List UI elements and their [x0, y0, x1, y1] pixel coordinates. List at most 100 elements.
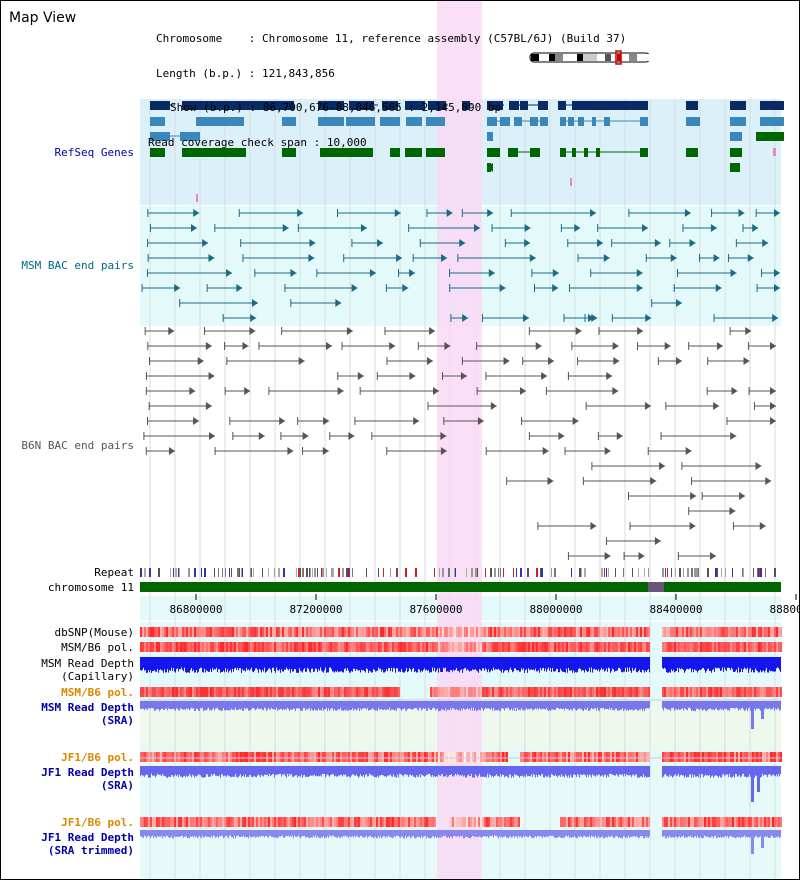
read-depth-bar: [705, 701, 706, 711]
read-depth-bar: [193, 766, 194, 776]
read-depth-bar: [467, 830, 468, 838]
polymorphism-cell: [214, 627, 216, 637]
polymorphism-cell: [690, 817, 692, 827]
bac-end-arrow: [335, 299, 342, 307]
read-depth-bar: [405, 701, 406, 711]
read-depth-bar: [236, 701, 237, 710]
read-depth-bar: [181, 701, 182, 709]
polymorphism-cell: [216, 627, 218, 637]
polymorphism-cell: [188, 642, 190, 652]
read-depth-bar: [330, 830, 331, 836]
read-depth-bar: [599, 657, 600, 672]
polymorphism-cell: [696, 817, 698, 827]
read-depth-bar: [445, 830, 446, 836]
read-depth-bar: [430, 657, 431, 673]
read-depth-bar: [637, 701, 638, 711]
read-depth-bar: [189, 657, 190, 673]
read-depth-bar: [690, 766, 691, 775]
b6n-bac-pair: [627, 492, 697, 500]
read-depth-bar: [380, 830, 381, 836]
repeat-element: [581, 568, 582, 577]
polymorphism-cell: [634, 752, 636, 762]
read-depth-bar: [678, 657, 679, 673]
polymorphism-cell: [438, 752, 440, 762]
read-depth-bar: [696, 830, 697, 838]
b6n-bac-pair: [732, 522, 766, 530]
read-depth-bar: [728, 830, 729, 839]
read-depth-bar: [632, 657, 633, 668]
polymorphism-cell: [212, 627, 214, 637]
read-depth-bar: [505, 701, 506, 709]
read-depth-bar: [477, 657, 478, 672]
read-depth-bar: [158, 701, 159, 710]
polymorphism-cell: [260, 752, 262, 762]
read-depth-bar: [381, 766, 382, 775]
read-depth-bar: [753, 766, 754, 802]
read-depth-bar: [281, 701, 282, 709]
read-depth-bar: [423, 657, 424, 670]
polymorphism-cell: [412, 817, 414, 827]
read-depth-bar: [328, 766, 329, 776]
polymorphism-cell: [316, 687, 318, 697]
repeat-element: [485, 568, 486, 577]
polymorphism-cell: [246, 627, 248, 637]
read-depth-bar: [172, 657, 173, 671]
polymorphism-cell: [552, 642, 554, 652]
gene-feature: [686, 117, 700, 126]
polymorphism-cell: [582, 627, 584, 637]
polymorphism-cell: [178, 817, 180, 827]
read-depth-bar: [692, 701, 693, 711]
read-depth-bar: [512, 701, 513, 711]
read-depth-bar: [614, 657, 615, 672]
read-depth-bar: [732, 766, 733, 778]
read-depth-bar: [740, 657, 741, 672]
read-depth-bar: [311, 701, 312, 709]
read-depth-bar: [269, 657, 270, 669]
read-depth-bar: [563, 657, 564, 673]
read-depth-bar: [609, 657, 610, 669]
polymorphism-cell: [150, 752, 152, 762]
polymorphism-cell: [624, 752, 626, 762]
read-depth-bar: [647, 657, 648, 671]
polymorphism-cell: [778, 752, 780, 762]
read-depth-bar: [356, 830, 357, 836]
read-depth-bar: [696, 701, 697, 709]
polymorphism-cell: [456, 817, 458, 827]
polymorphism-cell: [280, 642, 282, 652]
read-depth-bar: [588, 766, 589, 777]
read-depth-bar: [742, 701, 743, 708]
polymorphism-cell: [236, 642, 238, 652]
polymorphism-cell: [424, 817, 426, 827]
read-depth-bar: [704, 766, 705, 776]
gene-feature: [756, 132, 784, 141]
read-depth-bar: [536, 830, 537, 838]
read-depth-bar: [504, 701, 505, 711]
polymorphism-cell: [458, 817, 460, 827]
read-depth-bar: [264, 701, 265, 708]
read-depth-bar: [166, 766, 167, 778]
polymorphism-cell: [240, 752, 242, 762]
polymorphism-cell: [174, 687, 176, 697]
b6n-bac-pair: [148, 402, 212, 410]
read-depth-bar: [564, 701, 565, 711]
read-depth-bar: [634, 766, 635, 777]
polymorphism-cell: [522, 687, 524, 697]
read-depth-bar: [494, 657, 495, 670]
polymorphism-cell: [744, 817, 746, 827]
repeat-element: [349, 568, 350, 577]
polymorphism-cell: [322, 687, 324, 697]
read-depth-bar: [444, 766, 445, 777]
read-depth-bar: [489, 766, 490, 775]
read-depth-bar: [332, 657, 333, 672]
polymorphism-cell: [566, 687, 568, 697]
read-depth-bar: [555, 701, 556, 710]
read-depth-bar: [404, 701, 405, 709]
read-depth-bar: [598, 830, 599, 837]
read-depth-bar: [242, 701, 243, 711]
polymorphism-cell: [482, 627, 484, 637]
read-depth-bar: [752, 701, 753, 729]
read-depth-bar: [377, 766, 378, 776]
polymorphism-cell: [288, 642, 290, 652]
read-depth-bar: [339, 766, 340, 776]
